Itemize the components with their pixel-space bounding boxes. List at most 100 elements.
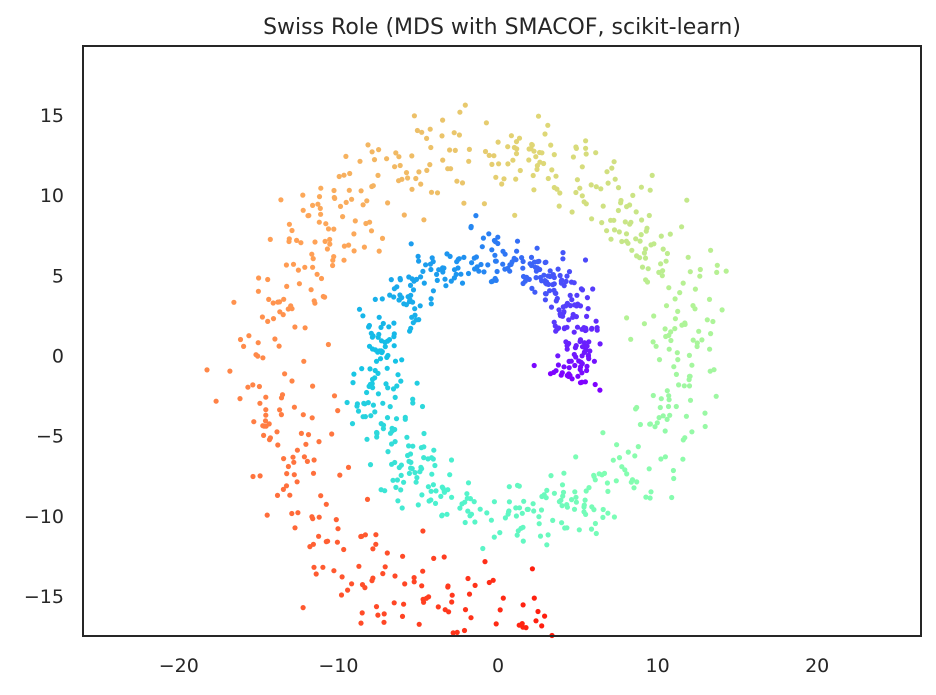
- data-point: [376, 314, 382, 320]
- data-point: [529, 141, 535, 148]
- data-point: [391, 320, 397, 326]
- data-point: [560, 256, 566, 262]
- data-point: [398, 472, 404, 478]
- x-tick-label: 20: [805, 655, 829, 677]
- data-point: [449, 494, 455, 500]
- data-point: [309, 251, 315, 257]
- data-point: [333, 517, 339, 523]
- data-point: [536, 521, 542, 527]
- data-point: [366, 324, 372, 330]
- data-point: [583, 145, 589, 151]
- data-point: [384, 365, 390, 371]
- data-point: [658, 396, 664, 402]
- data-point: [615, 185, 622, 191]
- data-point: [267, 236, 273, 242]
- data-point: [316, 533, 322, 539]
- data-point: [305, 213, 311, 219]
- data-point: [573, 494, 579, 500]
- data-point: [349, 196, 355, 202]
- data-point: [535, 113, 542, 119]
- x-axis-ticks: −20 −10 0 10 20: [159, 655, 830, 677]
- data-point: [609, 165, 615, 171]
- data-point: [723, 268, 729, 274]
- data-point: [454, 629, 460, 636]
- data-point: [337, 203, 344, 209]
- data-point: [648, 489, 654, 495]
- data-point: [553, 290, 559, 296]
- data-point: [310, 516, 316, 522]
- data-point: [440, 269, 446, 275]
- data-point: [592, 381, 598, 388]
- data-point: [397, 162, 403, 169]
- data-point: [673, 371, 680, 377]
- data-point: [668, 337, 674, 344]
- data-point: [311, 564, 317, 570]
- data-point: [593, 530, 599, 537]
- data-point: [566, 365, 572, 371]
- data-point: [323, 221, 329, 227]
- data-point: [526, 157, 532, 163]
- data-point: [635, 444, 641, 450]
- data-point: [310, 264, 316, 270]
- data-point: [496, 161, 502, 167]
- data-point: [574, 177, 581, 183]
- data-point: [316, 194, 323, 200]
- data-point: [368, 228, 375, 234]
- data-point: [448, 457, 455, 463]
- data-point: [664, 250, 671, 257]
- data-point: [378, 324, 384, 330]
- data-point: [702, 423, 708, 430]
- data-point: [305, 432, 312, 438]
- data-point: [520, 265, 526, 271]
- data-point: [651, 241, 657, 247]
- data-point: [556, 499, 563, 505]
- data-point: [562, 325, 568, 331]
- data-point: [645, 266, 651, 272]
- data-point: [542, 297, 549, 303]
- data-point: [615, 207, 622, 214]
- data-point: [398, 378, 404, 384]
- data-point: [459, 180, 466, 186]
- data-point: [434, 190, 441, 196]
- data-point: [433, 488, 439, 494]
- data-point: [542, 131, 548, 137]
- y-tick-label: 0: [52, 345, 64, 367]
- data-point: [424, 135, 430, 141]
- data-point: [547, 268, 553, 274]
- data-point: [263, 407, 269, 413]
- data-point: [370, 546, 376, 552]
- data-point: [358, 188, 364, 194]
- data-point: [572, 489, 578, 495]
- data-point: [380, 426, 386, 432]
- data-point: [420, 528, 426, 534]
- data-point: [577, 337, 584, 343]
- data-point: [253, 352, 259, 358]
- data-point: [629, 247, 635, 253]
- data-point: [473, 254, 479, 260]
- data-point: [559, 503, 565, 509]
- data-point: [511, 255, 517, 261]
- data-point: [461, 200, 467, 206]
- data-point: [650, 392, 656, 399]
- data-point: [571, 506, 578, 512]
- data-point: [390, 477, 396, 483]
- data-point: [401, 601, 407, 607]
- data-point: [316, 219, 322, 225]
- data-point: [564, 346, 570, 352]
- data-point: [325, 226, 332, 232]
- data-point: [327, 241, 333, 247]
- data-point: [519, 621, 525, 627]
- data-point: [634, 253, 640, 259]
- data-point: [461, 254, 467, 260]
- data-point: [294, 237, 300, 243]
- data-point: [508, 133, 514, 139]
- data-point: [713, 393, 719, 399]
- data-point: [447, 472, 453, 478]
- y-tick-label: −10: [24, 506, 64, 528]
- data-point: [572, 362, 578, 369]
- data-point: [322, 238, 328, 244]
- plot-frame: [82, 45, 922, 637]
- data-point: [577, 380, 584, 386]
- data-point: [719, 307, 725, 313]
- data-point: [566, 269, 573, 275]
